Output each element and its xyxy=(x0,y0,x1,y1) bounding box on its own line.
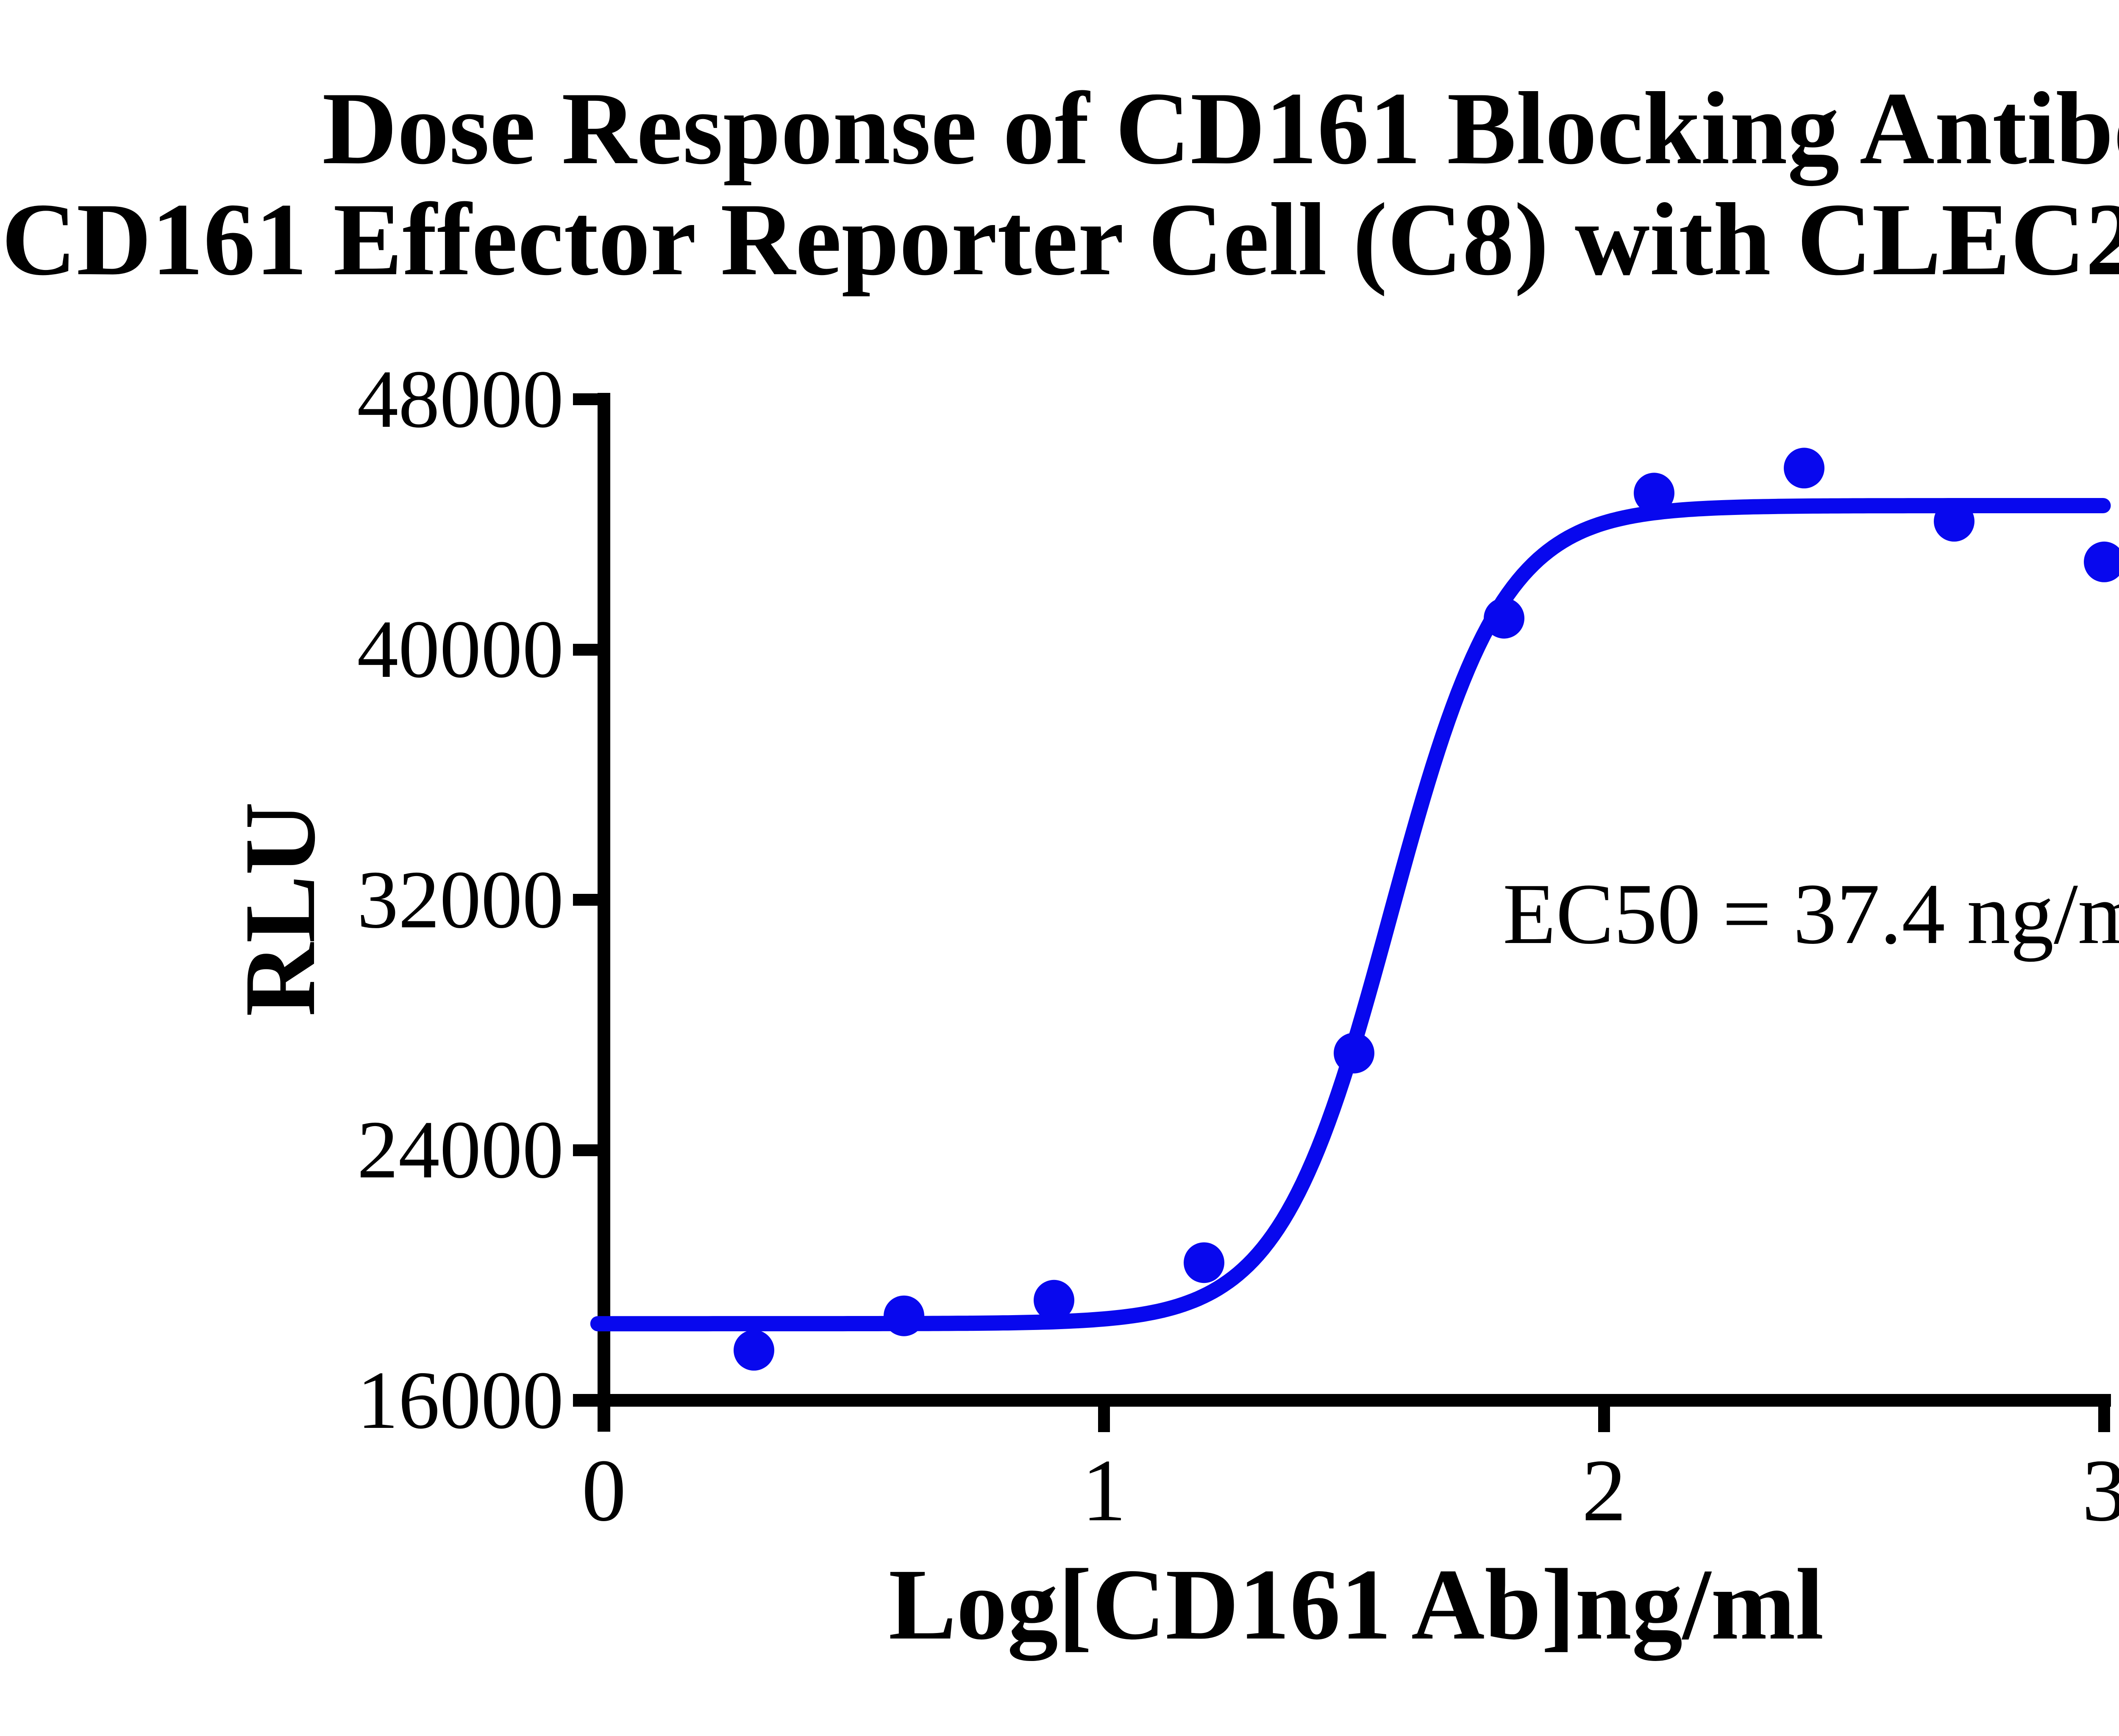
data-point xyxy=(734,1330,774,1371)
y-tick-label-48000: 48000 xyxy=(357,353,564,445)
chart-title-line1: Dose Response of CD161 Blocking Antibody… xyxy=(322,71,2119,186)
y-tick-label-24000: 24000 xyxy=(357,1104,564,1196)
x-tick-label-2: 2 xyxy=(1582,1441,1627,1540)
y-tick-label-32000: 32000 xyxy=(357,854,564,946)
data-point xyxy=(1484,598,1524,639)
data-point xyxy=(1334,1032,1374,1074)
x-tick-label-3: 3 xyxy=(2082,1441,2119,1540)
data-point xyxy=(884,1295,924,1336)
data-point xyxy=(1934,501,1974,542)
fit-curve-path xyxy=(590,498,2111,1332)
chart-title-line2: CD161 Effector Reporter Cell (C8) with C… xyxy=(1,182,2119,297)
y-tick-label-40000: 40000 xyxy=(357,604,564,695)
ec50-annotation: EC50 = 37.4 ng/ml xyxy=(1503,866,2119,962)
x-axis-title: Log[CD161 Ab]ng/ml xyxy=(888,1548,1824,1661)
data-point xyxy=(1784,448,1824,489)
x-tick-label-1: 1 xyxy=(1082,1441,1126,1540)
y-tick-label-16000: 16000 xyxy=(357,1355,564,1446)
data-point xyxy=(1034,1280,1074,1321)
chart-title: Dose Response of CD161 Blocking Antibody… xyxy=(0,73,2119,295)
data-points-group xyxy=(734,448,2119,1371)
data-point xyxy=(1634,473,1674,514)
data-point xyxy=(1184,1242,1224,1283)
data-point xyxy=(2084,541,2119,582)
x-tick-label-0: 0 xyxy=(581,1441,626,1540)
